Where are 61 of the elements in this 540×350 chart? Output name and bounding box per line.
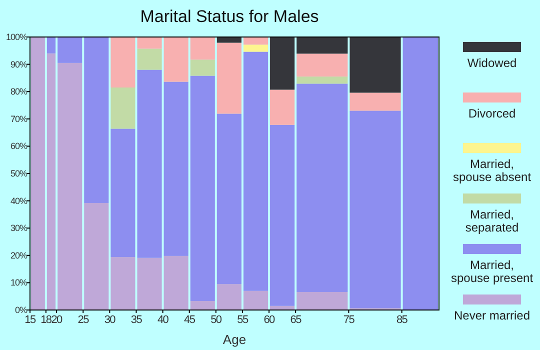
x-tick-label: 55 (237, 314, 248, 326)
y-tick-label: 30% (10, 223, 28, 234)
bar (243, 37, 268, 45)
bar (243, 44, 268, 52)
bar (164, 37, 188, 82)
legend-label: Divorced (468, 106, 516, 120)
x-tick-label: 25 (78, 314, 90, 326)
bar (190, 76, 215, 301)
bar (216, 42, 242, 114)
bar (137, 48, 162, 70)
legend-label: Never married (454, 308, 530, 322)
legend-label: Married, separated (465, 208, 519, 234)
legend-label: Married, spouse absent (452, 157, 532, 184)
y-tick-label: 70% (10, 114, 28, 124)
bar (110, 37, 136, 88)
bar (190, 60, 215, 76)
y-tick-label: 90% (10, 59, 28, 70)
x-tick-label: 50 (210, 314, 222, 326)
bar (270, 124, 295, 306)
bar (84, 37, 109, 203)
bar (58, 62, 82, 310)
x-tick-label: 75 (343, 314, 355, 326)
bar (137, 70, 162, 258)
x-tick-label: 15 (24, 314, 36, 326)
x-tick-label: 65 (290, 314, 302, 326)
bar (216, 284, 242, 310)
bar (58, 37, 82, 63)
legend-label: Widowed (467, 56, 517, 70)
x-tick-label: 18 (40, 314, 52, 326)
y-tick-label: 60% (10, 141, 28, 152)
chart-title: Marital Status for Males (140, 7, 319, 26)
x-tick-label: 20 (51, 314, 63, 326)
y-tick-label: 20% (10, 250, 28, 260)
bar (110, 88, 136, 129)
x-tick-label: 60 (264, 314, 276, 326)
bar (110, 128, 136, 258)
bar (190, 300, 215, 310)
y-tick-label: 50% (10, 168, 28, 178)
bar (243, 52, 268, 291)
bar (137, 37, 162, 49)
x-tick-label: 30 (104, 314, 116, 326)
bar (216, 114, 242, 284)
bar (164, 256, 188, 310)
bar (270, 90, 295, 125)
x-tick-label: 35 (130, 314, 142, 326)
bar (137, 258, 162, 310)
bar (243, 290, 268, 310)
x-tick-label: 40 (157, 314, 169, 326)
legend-label: Married, spouse present (450, 258, 534, 285)
y-tick-label: 0% (14, 305, 28, 315)
bar (84, 202, 109, 310)
x-tick-label: 45 (184, 314, 196, 326)
bar (110, 257, 136, 310)
bar (190, 37, 215, 60)
y-tick-label: 100% (6, 32, 28, 42)
y-tick-label: 80% (10, 86, 28, 97)
y-tick-label: 10% (10, 278, 28, 288)
y-tick-label: 40% (10, 196, 28, 206)
x-tick-label: 85 (396, 314, 408, 326)
bar (164, 82, 188, 256)
x-axis-title: Age (222, 332, 246, 347)
